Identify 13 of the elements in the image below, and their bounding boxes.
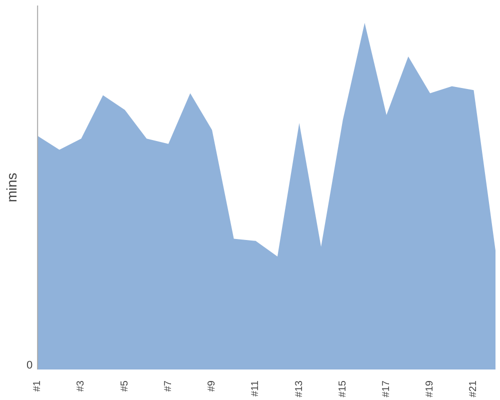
x-tick-label: #15 [337,380,348,398]
x-tick-label: #11 [250,380,262,396]
annotation: 0 [26,360,33,372]
x-tick-label: #7 [162,380,174,392]
x-tick-label: #5 [119,380,130,392]
x-tick-label: #9 [206,380,218,392]
x-tick-label: #17 [380,380,392,398]
x-tick-label: #13 [294,380,305,398]
x-tick-label: #1 [32,380,44,392]
x-tick-label: #3 [76,380,87,392]
x-tick-label: #21 [468,380,480,398]
y-axis-title: mins [4,172,20,202]
x-tick-label: #19 [424,380,436,398]
